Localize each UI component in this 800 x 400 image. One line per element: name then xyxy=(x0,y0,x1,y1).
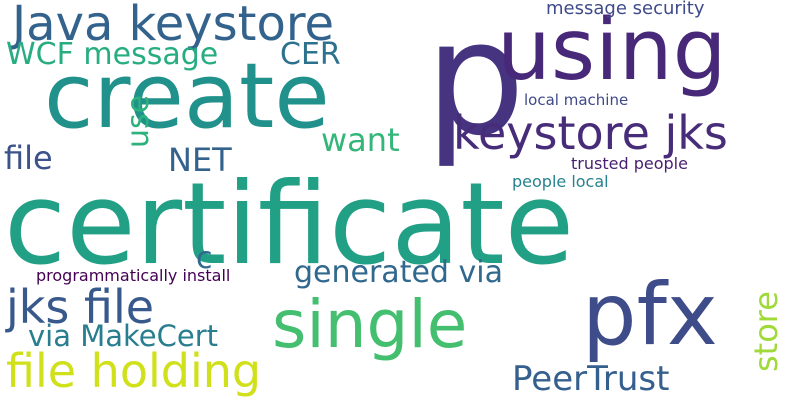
word-c: c xyxy=(196,241,213,276)
word-message-security: message security xyxy=(546,0,705,19)
word-keystore-jks: keystore jks xyxy=(453,106,728,160)
word-generated-via: generated via xyxy=(294,255,503,290)
word-programmatically-install: programmatically install xyxy=(36,266,231,285)
word-file: file xyxy=(4,139,53,177)
word-jks-file: jks file xyxy=(6,280,155,334)
word-people-local: people local xyxy=(512,172,609,191)
word-create: create xyxy=(44,44,330,149)
word-p: p xyxy=(425,0,526,171)
word-want: want xyxy=(321,121,400,159)
word-via-makecert: via MakeCert xyxy=(28,319,218,353)
word-single: single xyxy=(272,286,468,363)
word-file-holding: file holding xyxy=(6,344,262,398)
word-cer: CER xyxy=(280,37,341,72)
word-certificate: certificate xyxy=(4,158,575,290)
word-using: using xyxy=(497,1,727,100)
word-wcf-message: WCF message xyxy=(6,37,219,72)
word-local-machine: local machine xyxy=(524,91,629,109)
word-net: NET xyxy=(168,141,232,179)
word-java-keystore: Java keystore xyxy=(12,0,335,52)
word-pfx: pfx xyxy=(582,265,718,365)
word-use: use xyxy=(121,94,156,148)
word-trusted-people: trusted people xyxy=(571,154,688,173)
word-store: store xyxy=(747,291,785,372)
word-peertrust: PeerTrust xyxy=(512,359,670,399)
